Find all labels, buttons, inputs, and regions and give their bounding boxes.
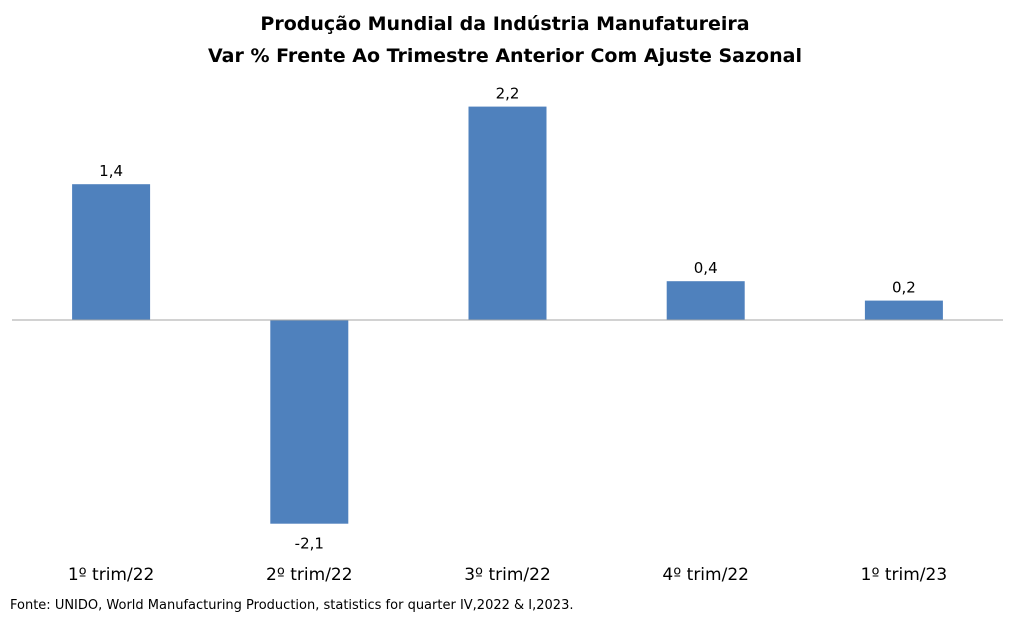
category-label-4: 4º trim/22 — [662, 565, 749, 585]
category-label-2: 2º trim/22 — [266, 565, 353, 585]
bar-4 — [666, 281, 745, 320]
data-label-1: 1,4 — [99, 162, 123, 180]
data-label-2: -2,1 — [295, 535, 324, 553]
bar-chart: Produção Mundial da Indústria Manufature… — [12, 13, 1003, 585]
data-label-5: 0,2 — [892, 279, 916, 297]
bar-2 — [270, 320, 349, 524]
data-label-4: 0,4 — [694, 259, 718, 277]
chart-title-line-1: Produção Mundial da Indústria Manufature… — [260, 13, 749, 35]
bar-3 — [468, 106, 547, 320]
bar-5 — [864, 300, 943, 320]
chart-title-line-2: Var % Frente Ao Trimestre Anterior Com A… — [208, 45, 802, 67]
source-note: Fonte: UNIDO, World Manufacturing Produc… — [10, 598, 574, 613]
category-label-3: 3º trim/22 — [464, 565, 551, 585]
bar-1 — [72, 184, 151, 320]
data-label-3: 2,2 — [496, 85, 520, 103]
category-label-1: 1º trim/22 — [68, 565, 155, 585]
category-label-5: 1º trim/23 — [861, 565, 948, 585]
